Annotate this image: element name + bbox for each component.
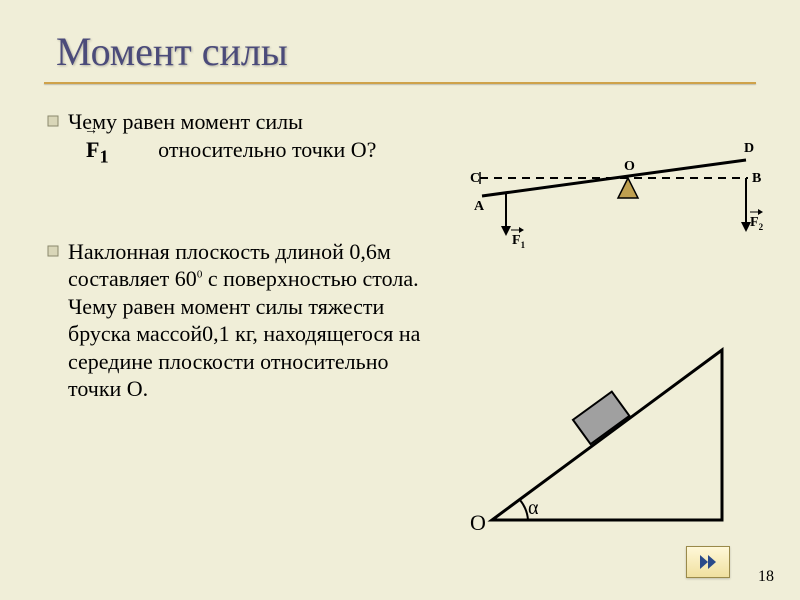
label-alpha: α <box>528 497 539 519</box>
label-F2: F2 <box>750 215 764 232</box>
force-f1-symbol: F1 <box>68 136 109 168</box>
page-number: 18 <box>758 568 774 586</box>
label-B: B <box>752 171 761 186</box>
bullet-1-part1: Чему равен момент силы <box>68 109 303 134</box>
bullet-marker <box>44 238 62 257</box>
f1-letter: F <box>86 137 99 162</box>
label-D: D <box>744 141 754 156</box>
f1-sub: 1 <box>99 146 108 166</box>
label-F1: F1 <box>512 233 526 250</box>
lever-diagram: C A B D O F1 F2 <box>460 130 770 260</box>
next-button[interactable] <box>686 546 730 578</box>
label-A: A <box>474 199 485 214</box>
label-O2: О <box>470 510 486 535</box>
bullet-1-text: Чему равен момент силы F1 относительно т… <box>62 108 376 168</box>
label-C: C <box>470 171 480 186</box>
page-title: Момент силы <box>56 28 800 75</box>
bullet-2-text: Наклонная плоскость длиной 0,6м составля… <box>62 238 444 403</box>
incline-diagram: О α <box>462 330 762 550</box>
forward-icon <box>698 553 718 571</box>
content-column: Чему равен момент силы F1 относительно т… <box>44 108 444 431</box>
title-underline <box>44 82 756 84</box>
bullet-1: Чему равен момент силы F1 относительно т… <box>44 108 444 168</box>
bullet-marker <box>44 108 62 127</box>
bullet-2: Наклонная плоскость длиной 0,6м составля… <box>44 238 444 403</box>
bullet-1-part2: относительно точки О? <box>158 137 376 162</box>
label-O: O <box>624 159 635 174</box>
